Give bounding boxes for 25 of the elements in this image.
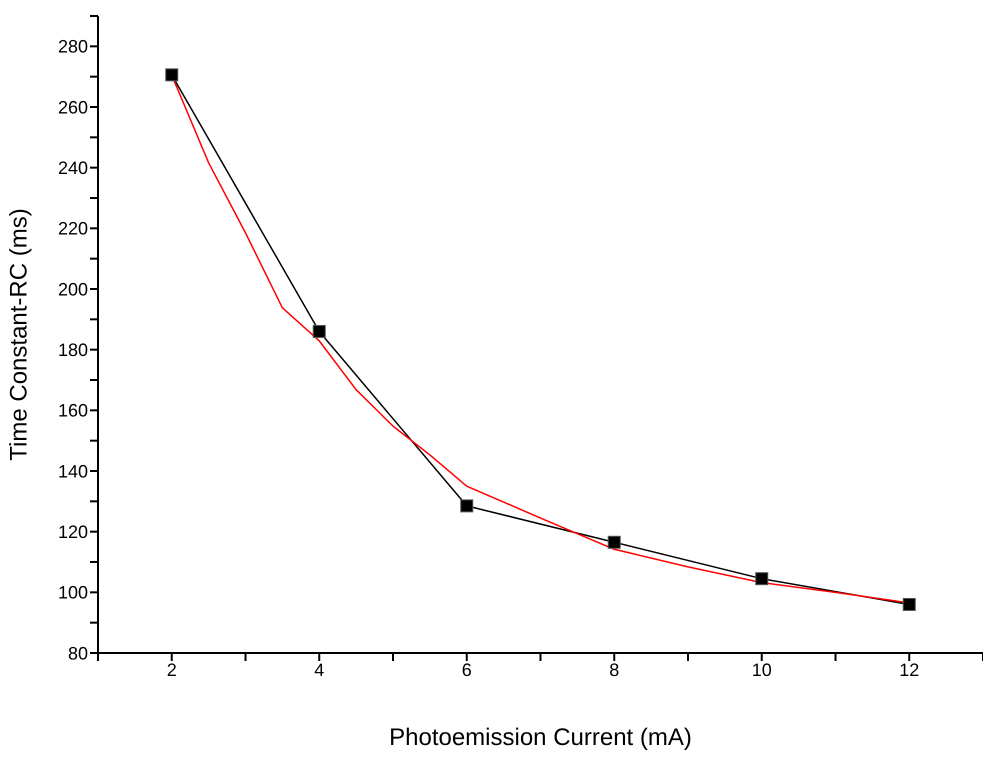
y-tick-label: 220 — [58, 218, 88, 239]
y-tick-label: 240 — [58, 158, 88, 178]
x-tick-label: 8 — [609, 660, 620, 680]
point — [312, 324, 326, 338]
y-tick-label: 260 — [58, 97, 88, 118]
y-tick-label: 160 — [58, 400, 88, 421]
y-tick-label: 140 — [58, 461, 88, 482]
y-tick-label: 280 — [58, 36, 88, 57]
y-tick-label: 120 — [58, 522, 88, 542]
y-tick-label: 180 — [58, 340, 88, 360]
y-tick-label: 80 — [68, 643, 88, 664]
point — [902, 598, 916, 611]
point — [755, 572, 768, 586]
point — [460, 499, 474, 512]
y-tick-label: 200 — [58, 279, 88, 300]
x-tick-label: 6 — [462, 660, 472, 680]
point — [165, 68, 178, 82]
x-tick-label: 4 — [314, 660, 324, 680]
point — [608, 536, 621, 549]
x-axis-title: Photoemission Current (mA) — [389, 724, 692, 751]
y-tick-label: 100 — [58, 582, 88, 603]
x-tick-label: 2 — [166, 660, 177, 680]
y-axis-title: Time Constant-RC (ms) — [6, 208, 33, 461]
x-tick-label: 10 — [752, 660, 772, 680]
x-tick-label: 12 — [899, 660, 920, 680]
